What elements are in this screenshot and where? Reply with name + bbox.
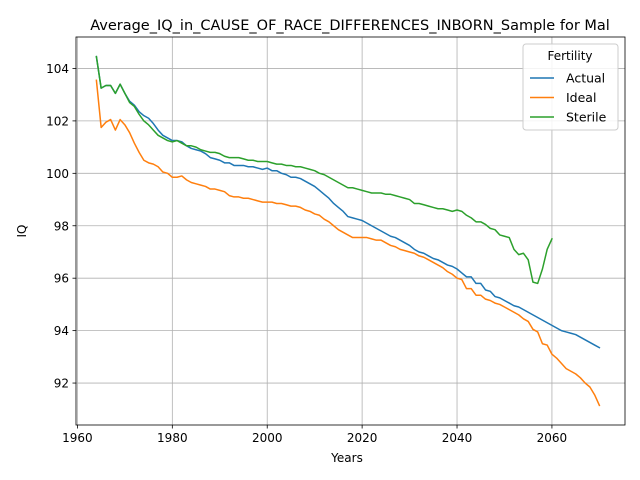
y-axis-ticks: 92 94 96 98 100 102 104: [46, 62, 76, 391]
x-tick-label: 2020: [347, 431, 378, 445]
x-axis-ticks: 1960 1980 2000 2020 2040 2060: [62, 425, 567, 445]
grid-lines: [76, 37, 625, 425]
series-line-actual: [95, 55, 601, 349]
plot-frame: [75, 36, 626, 426]
series-line-ideal: [95, 79, 601, 407]
series-line-sterile: [95, 55, 553, 285]
x-tick-label: 2060: [537, 431, 568, 445]
x-tick-label: 2000: [252, 431, 283, 445]
legend-label-ideal: Ideal: [566, 90, 596, 105]
legend-box: [522, 43, 619, 131]
legend-title: Fertility: [547, 49, 592, 63]
x-axis-label: Years: [330, 451, 363, 465]
y-tick-label: 94: [54, 324, 69, 338]
y-tick-label: 98: [54, 219, 69, 233]
y-tick-label: 96: [54, 272, 69, 286]
x-tick-label: 2040: [442, 431, 473, 445]
y-axis-label: IQ: [15, 225, 29, 238]
y-tick-label: 92: [54, 377, 69, 391]
y-tick-label: 102: [46, 114, 69, 128]
legend-items: Actual Ideal Sterile: [530, 71, 607, 125]
series-lines: [95, 55, 601, 407]
legend-label-sterile: Sterile: [566, 110, 607, 125]
legend-label-actual: Actual: [566, 71, 605, 86]
y-tick-label: 100: [46, 167, 69, 181]
y-tick-label: 104: [46, 62, 69, 76]
x-tick-label: 1980: [157, 431, 188, 445]
x-tick-label: 1960: [62, 431, 93, 445]
legend: Fertility Actual Ideal Sterile: [522, 43, 619, 131]
chart-title: Average_IQ_in_CAUSE_OF_RACE_DIFFERENCES_…: [90, 18, 610, 34]
